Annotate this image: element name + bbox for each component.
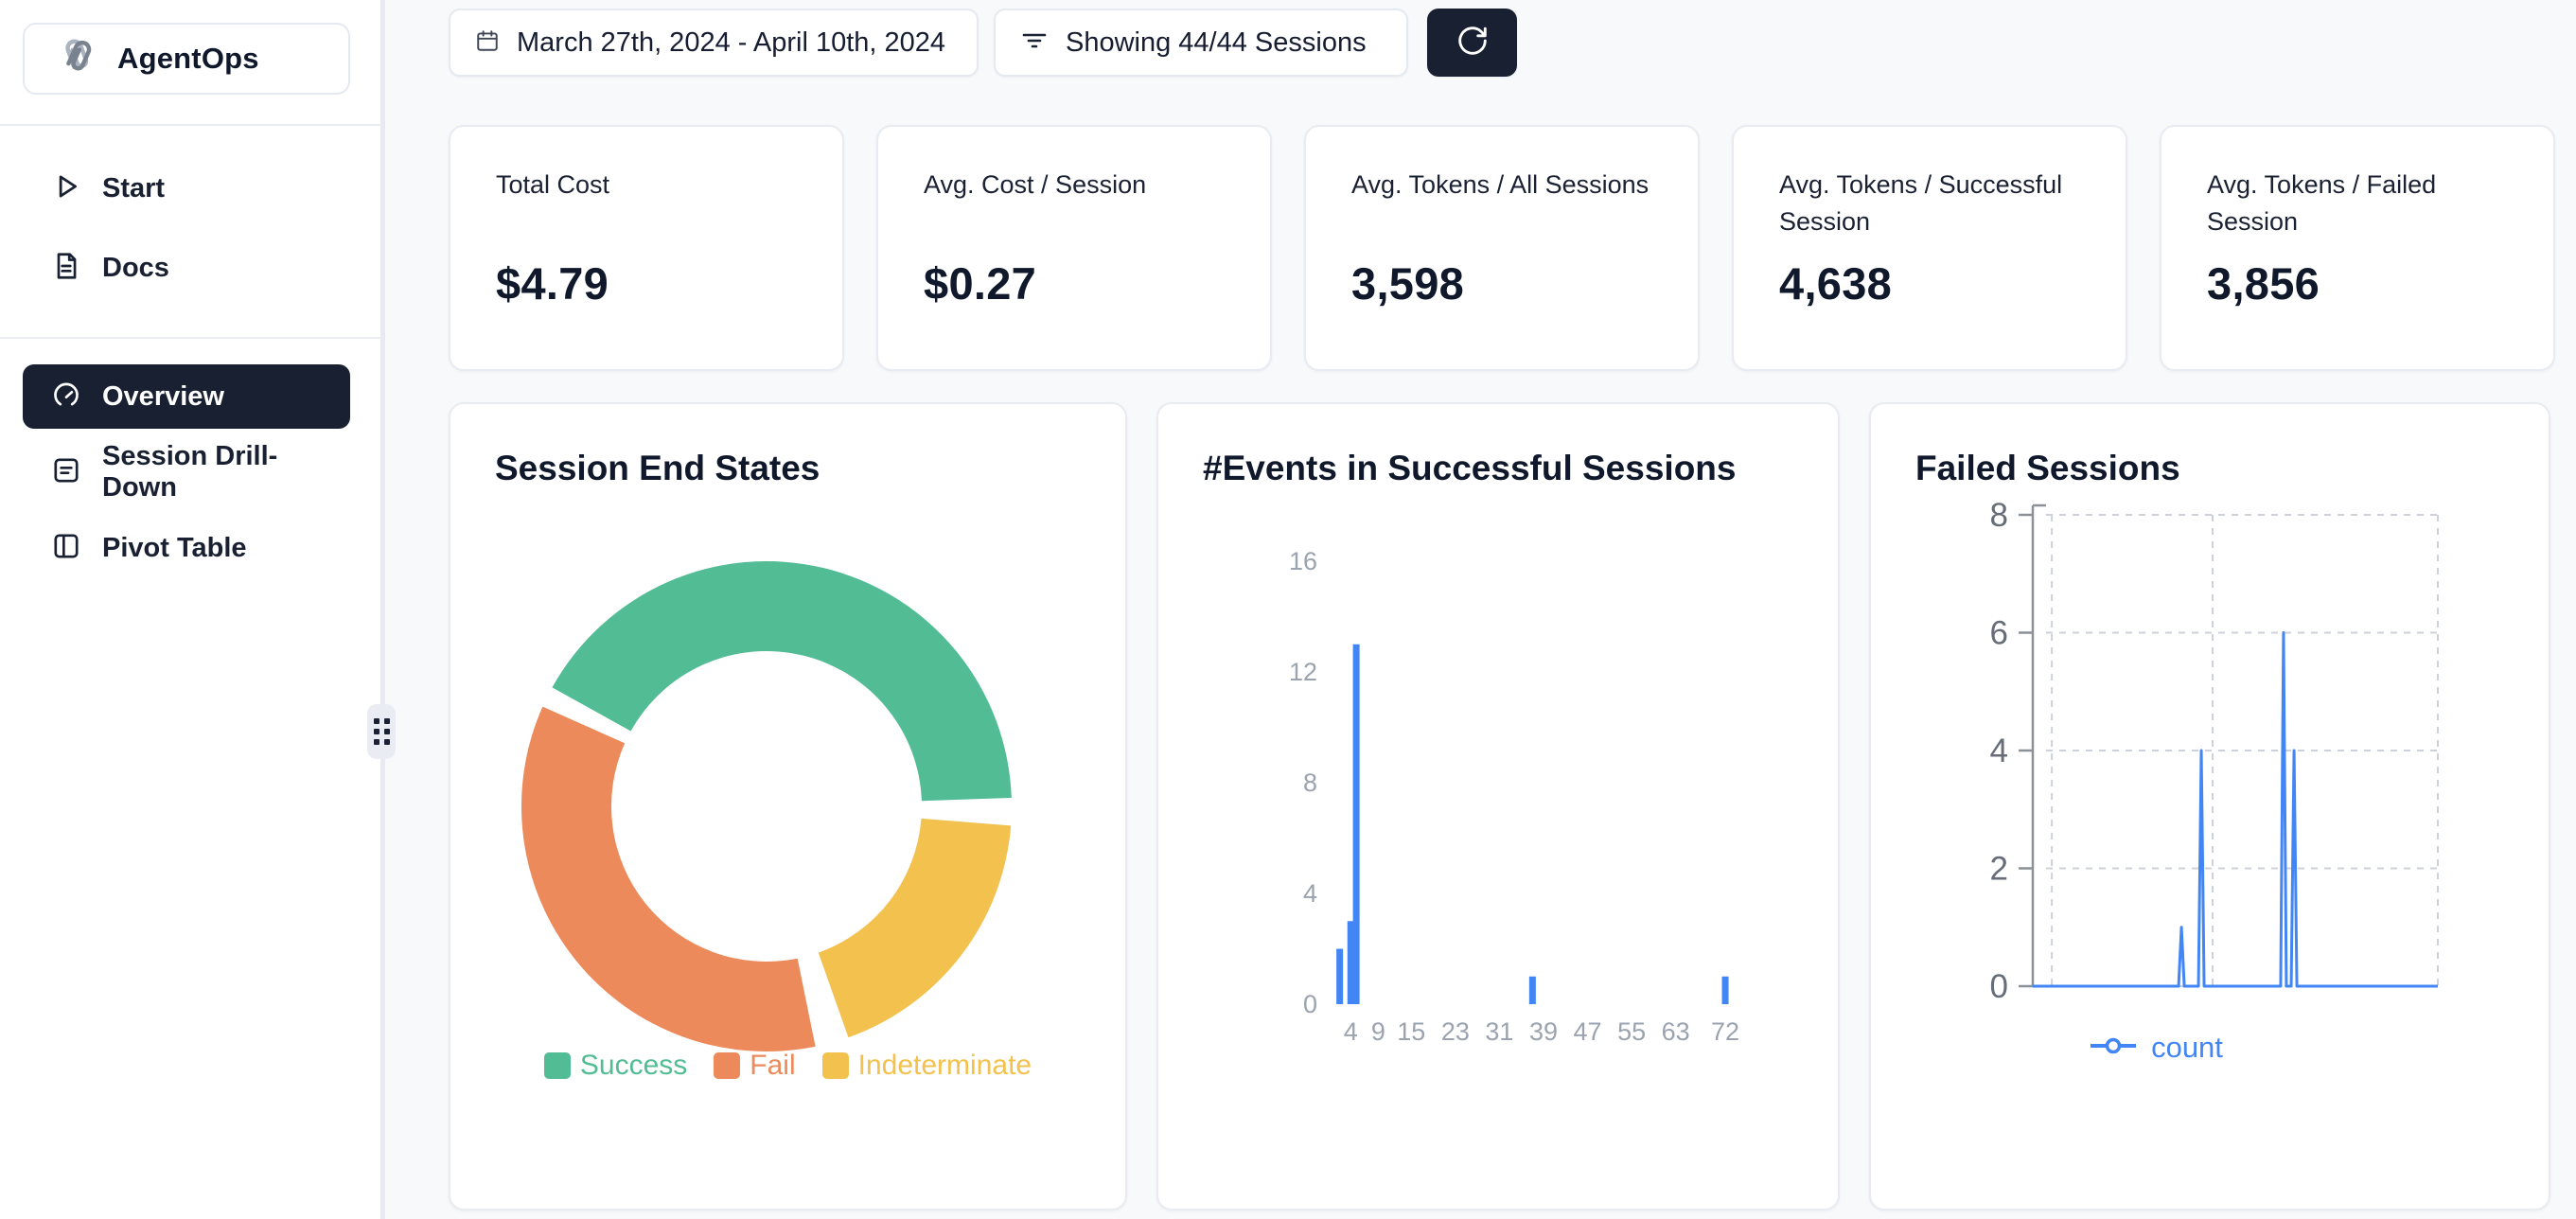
filter-icon — [1020, 26, 1049, 60]
stat-value: 4,638 — [1779, 258, 1893, 309]
legend-swatch — [821, 1052, 849, 1079]
calendar-icon — [475, 28, 500, 58]
gauge-icon — [51, 380, 81, 415]
legend-swatch — [543, 1052, 571, 1079]
session-end-states-card: Session End States Success Fail Indeterm… — [449, 402, 1127, 1210]
legend-label: Indeterminate — [857, 1050, 1032, 1081]
refresh-icon — [1455, 23, 1491, 63]
line-series-marker-icon — [2087, 1035, 2140, 1061]
svg-text:2: 2 — [1990, 851, 2008, 888]
svg-text:4: 4 — [1990, 733, 2008, 769]
legend-swatch — [714, 1052, 741, 1079]
svg-text:55: 55 — [1617, 1017, 1646, 1046]
stat-card-avg-tokens-successful: Avg. Tokens / Successful Session 4,638 — [1732, 125, 2127, 371]
chart-title: Failed Sessions — [1915, 449, 2180, 487]
svg-text:23: 23 — [1441, 1017, 1470, 1046]
line-series-name: count — [2151, 1031, 2223, 1064]
svg-text:47: 47 — [1574, 1017, 1602, 1046]
stat-value: 3,856 — [2207, 258, 2320, 309]
legend-label: Success — [579, 1050, 688, 1081]
sidebar-item-label: Docs — [102, 252, 169, 283]
stat-label: Avg. Tokens / Successful Session — [1779, 170, 2063, 236]
svg-text:8: 8 — [1990, 497, 2008, 534]
sidebar: AgentOps Start Docs Overview Session Dri… — [0, 0, 385, 1219]
svg-text:4: 4 — [1303, 879, 1317, 908]
sidebar-item-label: Overview — [102, 380, 224, 412]
legend-item-indeterminate[interactable]: Indeterminate — [821, 1050, 1032, 1082]
stat-value: $4.79 — [496, 258, 609, 309]
svg-text:6: 6 — [1990, 615, 2008, 652]
sidebar-resize-handle[interactable] — [367, 704, 396, 759]
stat-card-total-cost: Total Cost $4.79 — [449, 125, 844, 371]
svg-text:15: 15 — [1397, 1017, 1425, 1046]
svg-text:9: 9 — [1371, 1017, 1385, 1046]
stat-value: 3,598 — [1351, 258, 1465, 309]
sidebar-item-pivot-table[interactable]: Pivot Table — [23, 519, 350, 577]
stat-label: Total Cost — [496, 170, 610, 199]
brand-logo-button[interactable]: AgentOps — [23, 23, 350, 95]
stat-card-avg-tokens-all: Avg. Tokens / All Sessions 3,598 — [1304, 125, 1700, 371]
svg-text:0: 0 — [1990, 968, 2008, 1005]
svg-text:72: 72 — [1711, 1017, 1739, 1046]
sidebar-item-label: Pivot Table — [102, 532, 247, 563]
document-icon — [51, 251, 81, 286]
stat-label: Avg. Tokens / All Sessions — [1351, 170, 1650, 199]
sidebar-item-label: Start — [102, 172, 166, 203]
legend-label: Fail — [750, 1050, 796, 1081]
stat-card-avg-tokens-failed: Avg. Tokens / Failed Session 3,856 — [2160, 125, 2555, 371]
stat-value: $0.27 — [924, 258, 1037, 309]
date-range-label: March 27th, 2024 - April 10th, 2024 — [517, 26, 946, 58]
sidebar-divider — [0, 124, 380, 126]
sidebar-item-session-drill-down[interactable]: Session Drill-Down — [23, 441, 350, 503]
stat-label: Avg. Tokens / Failed Session — [2207, 170, 2437, 236]
stat-card-avg-cost-session: Avg. Cost / Session $0.27 — [876, 125, 1272, 371]
brand-name: AgentOps — [117, 42, 259, 75]
sidebar-divider — [0, 337, 380, 339]
play-icon — [51, 171, 81, 206]
stat-label: Avg. Cost / Session — [924, 170, 1147, 199]
sessions-filter-button[interactable]: Showing 44/44 Sessions — [994, 9, 1408, 77]
date-range-button[interactable]: March 27th, 2024 - April 10th, 2024 — [449, 9, 979, 77]
list-box-icon — [51, 455, 81, 490]
svg-text:12: 12 — [1289, 658, 1317, 686]
svg-text:63: 63 — [1662, 1017, 1690, 1046]
svg-text:8: 8 — [1303, 768, 1317, 797]
panel-columns-icon — [51, 531, 81, 566]
svg-text:16: 16 — [1289, 547, 1317, 575]
chart-title: #Events in Successful Sessions — [1203, 449, 1737, 487]
legend-item-success[interactable]: Success — [543, 1050, 688, 1082]
svg-text:31: 31 — [1485, 1017, 1513, 1046]
sessions-filter-label: Showing 44/44 Sessions — [1066, 26, 1367, 58]
stats-row: Total Cost $4.79 Avg. Cost / Session $0.… — [449, 125, 2555, 371]
legend-item-fail[interactable]: Fail — [714, 1050, 796, 1082]
svg-text:39: 39 — [1529, 1017, 1558, 1046]
count-legend[interactable]: count — [1871, 1031, 2439, 1065]
refresh-button[interactable] — [1427, 9, 1517, 77]
chart-title: Session End States — [495, 449, 820, 487]
svg-text:4: 4 — [1344, 1017, 1358, 1046]
session-end-states-donut[interactable] — [450, 404, 1129, 1212]
charts-row: Session End States Success Fail Indeterm… — [449, 402, 2550, 1210]
sidebar-item-label: Session Drill-Down — [102, 441, 278, 503]
donut-legend: Success Fail Indeterminate — [450, 1050, 1125, 1082]
paperclip-logo-icon — [53, 32, 102, 86]
sidebar-item-overview[interactable]: Overview — [23, 364, 350, 429]
failed-sessions-card: Failed Sessions 0 2 4 6 8 count — [1869, 402, 2550, 1210]
failed-sessions-plot[interactable]: 0 2 4 6 8 — [1871, 404, 2552, 1212]
svg-text:0: 0 — [1303, 990, 1317, 1018]
events-histogram-card: #Events in Successful Sessions 0 4 8 12 16 4 9… — [1156, 402, 1840, 1210]
sidebar-item-docs[interactable]: Docs — [23, 238, 350, 297]
sidebar-item-start[interactable]: Start — [23, 159, 350, 218]
